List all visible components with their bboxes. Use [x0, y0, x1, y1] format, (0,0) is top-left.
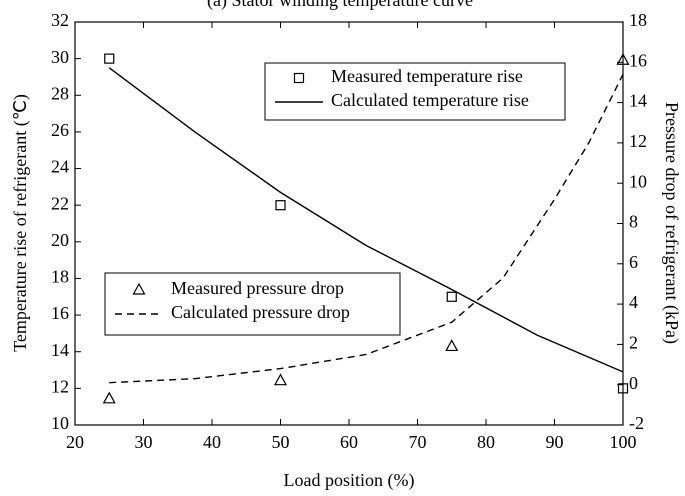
y-tick-label: 18 [51, 267, 69, 287]
square-marker [293, 72, 305, 84]
y2-tick-label: 0 [629, 373, 638, 393]
y-tick-label: 20 [51, 230, 69, 250]
y2-tick-label: 2 [629, 333, 638, 353]
y-tick-label: 10 [51, 413, 69, 433]
y2-tick-label: 18 [629, 10, 647, 30]
x-tick-label: 100 [610, 432, 637, 452]
y-tick-label: 22 [51, 193, 69, 213]
x-tick-label: 20 [66, 432, 84, 452]
y-tick-label: 24 [51, 157, 69, 177]
triangle-marker [616, 53, 630, 65]
x-tick-label: 80 [477, 432, 495, 452]
y2-tick-label: 16 [629, 50, 647, 70]
triangle-marker [273, 373, 288, 386]
legend-box [104, 272, 401, 336]
series-line [109, 74, 624, 384]
y-axis-label: Temperature rise of refrigerant (℃) [10, 94, 31, 352]
y2-tick-label: 4 [629, 292, 638, 312]
y-tick-label: 12 [51, 376, 69, 396]
y2-tick-label: 12 [629, 131, 647, 151]
square-marker [275, 200, 286, 211]
x-axis-label: Load position (%) [284, 470, 415, 491]
legend-label: Measured pressure drop [171, 278, 344, 298]
x-tick-label: 30 [135, 432, 153, 452]
legend-box [264, 62, 566, 121]
triangle-marker [132, 282, 146, 295]
square-marker [104, 53, 115, 64]
square-marker [617, 383, 629, 394]
y2-tick-label: 8 [629, 212, 638, 232]
x-tick-label: 50 [272, 432, 290, 452]
legend-label: Calculated temperature rise [331, 90, 529, 110]
y-tick-label: 28 [51, 83, 69, 103]
y-tick-label: 30 [51, 47, 69, 67]
y-tick-label: 16 [51, 303, 69, 323]
x-tick-label: 60 [340, 432, 358, 452]
y-tick-label: 32 [51, 10, 69, 30]
y2-tick-label: 6 [629, 252, 638, 272]
chart-title: (a) Stator winding temperature curve [207, 0, 473, 11]
x-tick-label: 40 [203, 432, 221, 452]
y2-axis-label: Pressure drop of refrigerant (kPa) [661, 102, 682, 344]
y-tick-label: 26 [51, 120, 69, 140]
series-line [108, 67, 624, 373]
legend-label: Measured temperature rise [331, 66, 523, 86]
legend-label: Calculated pressure drop [171, 302, 350, 322]
triangle-marker [102, 391, 116, 404]
y-tick-label: 14 [51, 340, 69, 360]
x-tick-label: 90 [546, 432, 564, 452]
square-marker [446, 291, 457, 302]
x-tick-label: 70 [409, 432, 427, 452]
y2-tick-label: 10 [629, 171, 647, 191]
triangle-marker [445, 339, 459, 352]
y2-tick-label: -2 [629, 413, 644, 433]
y2-tick-label: 14 [629, 91, 647, 111]
